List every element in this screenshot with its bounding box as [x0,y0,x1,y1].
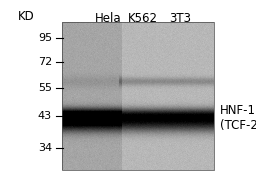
Bar [62,22,214,170]
Text: Hela: Hela [95,12,121,25]
Text: K562: K562 [128,12,158,25]
Text: KD: KD [18,10,35,23]
Text: HNF-1β
(TCF-2): HNF-1β (TCF-2) [220,104,256,132]
Text: 95: 95 [38,33,52,43]
Text: 3T3: 3T3 [169,12,191,25]
Text: 72: 72 [38,57,52,67]
Text: 43: 43 [38,111,52,121]
Text: 34: 34 [38,143,52,153]
Text: 55: 55 [38,83,52,93]
